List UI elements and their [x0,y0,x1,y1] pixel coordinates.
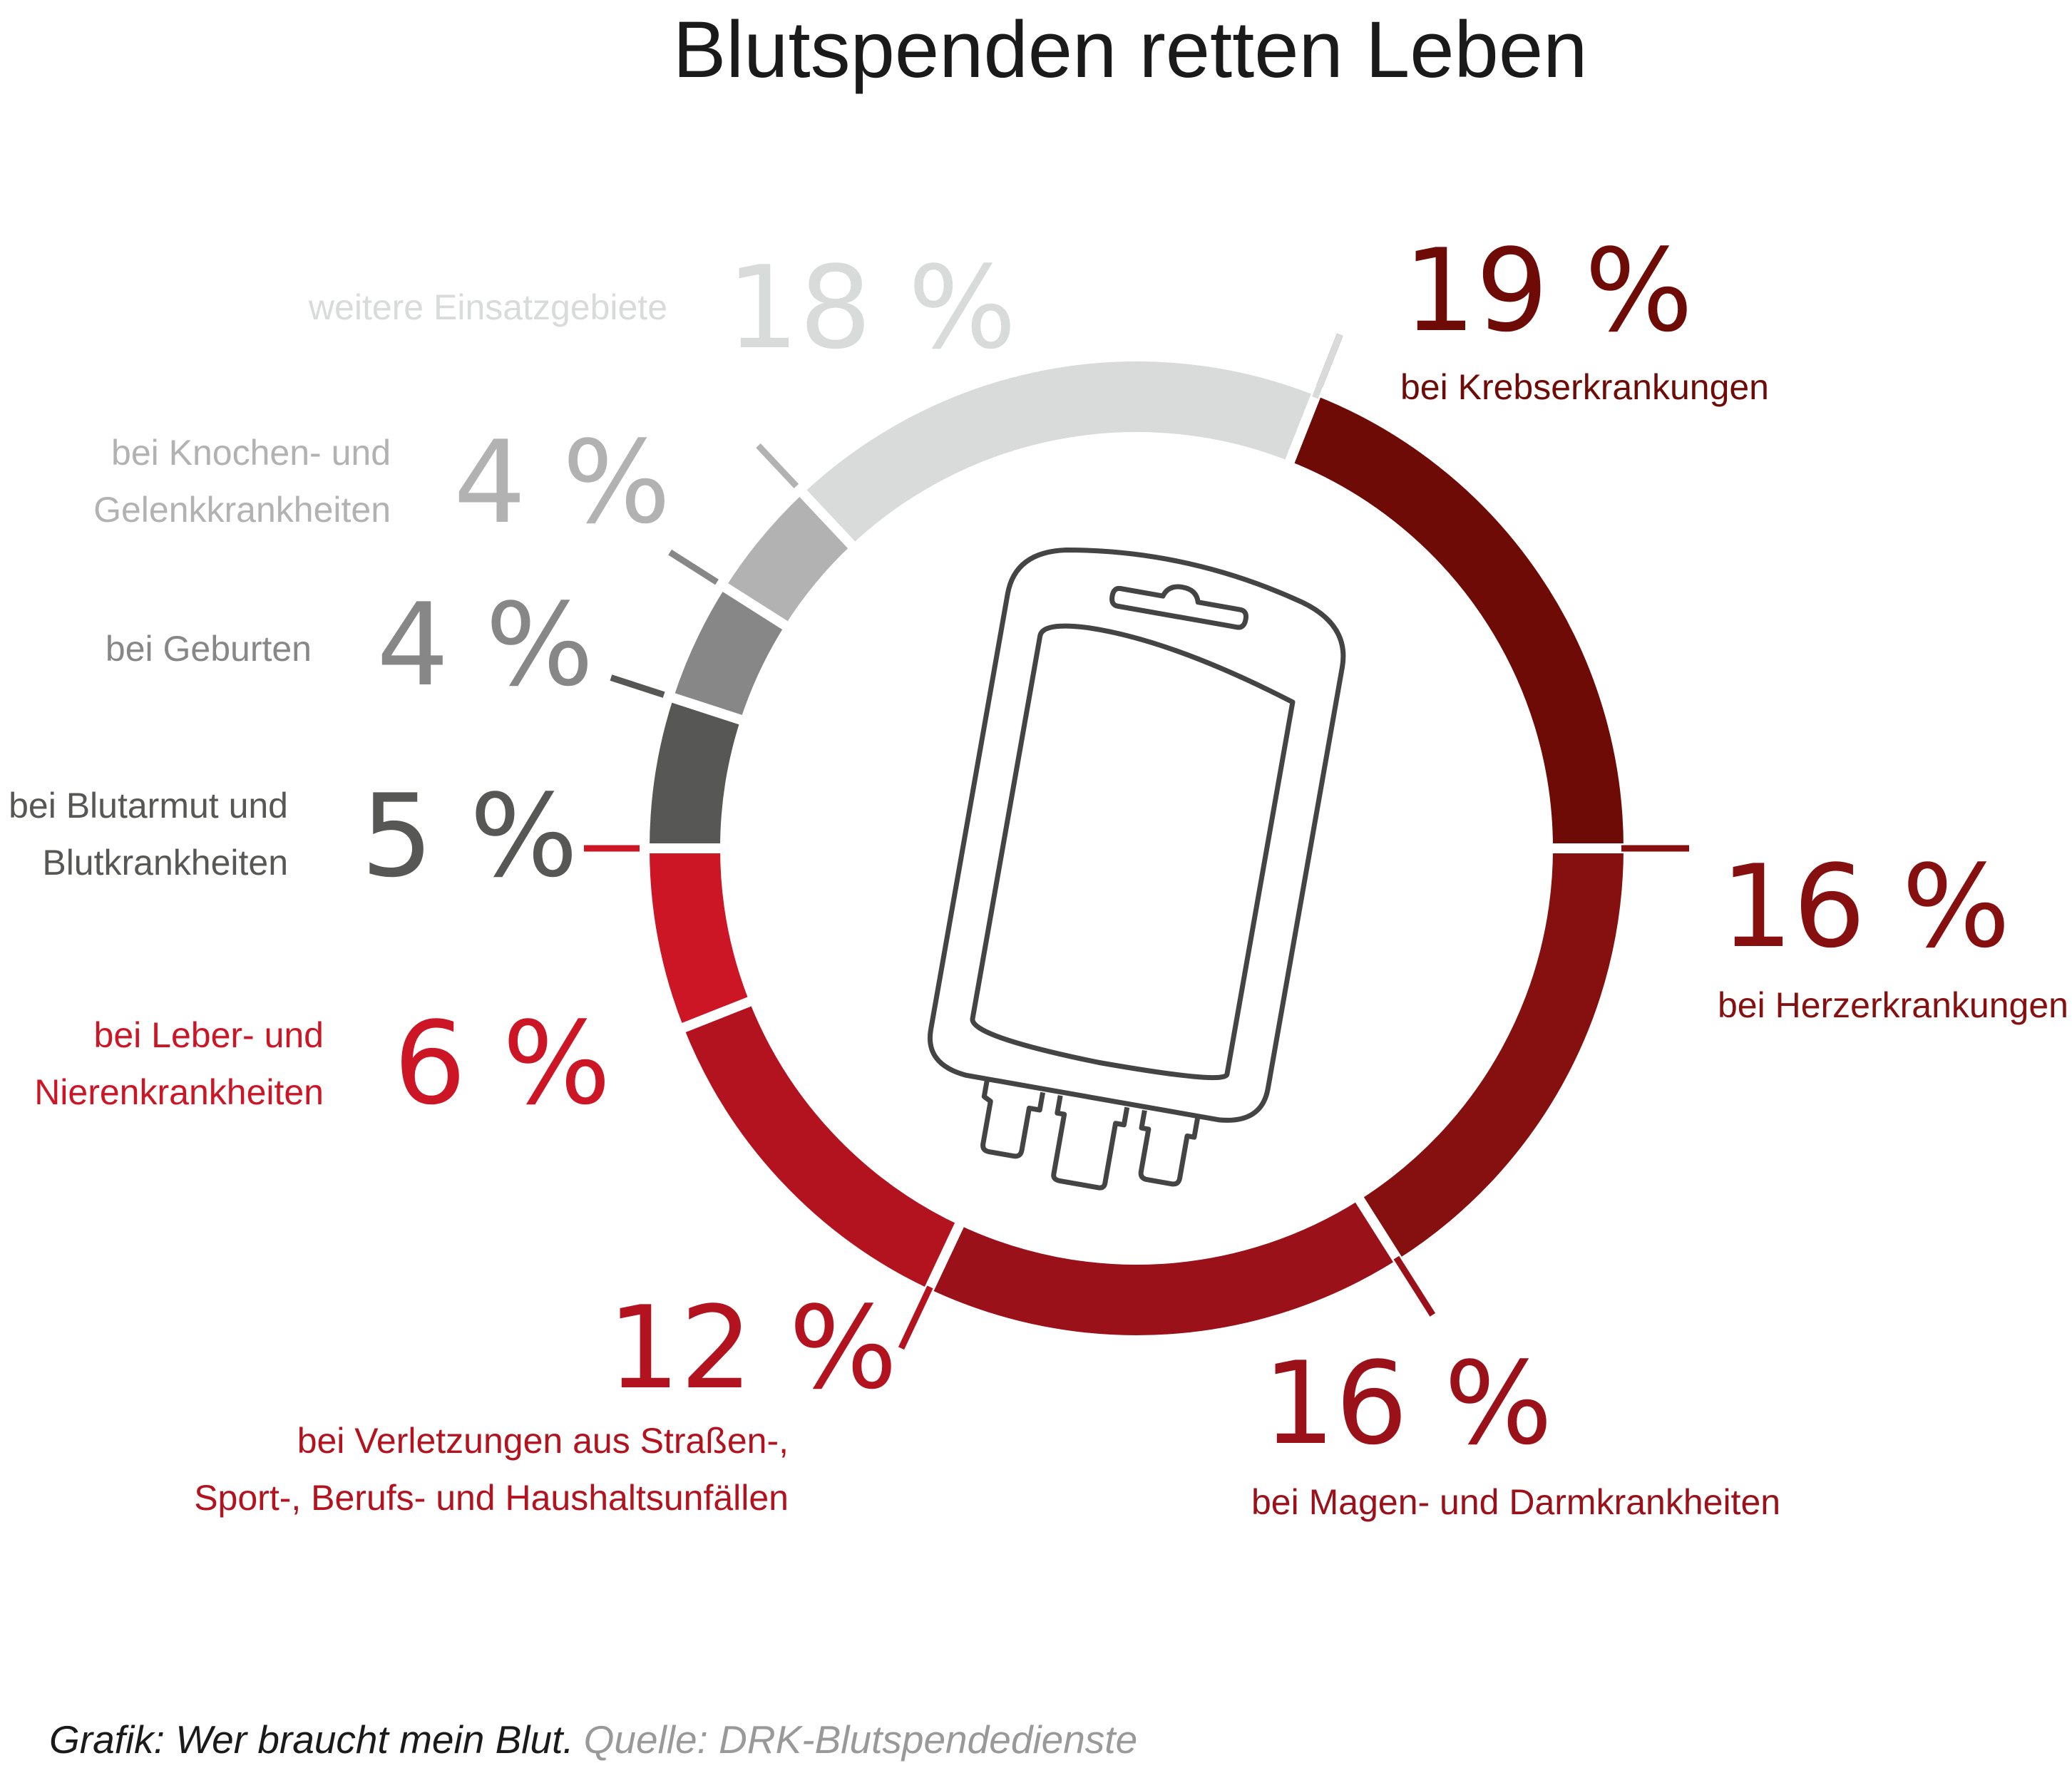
leader-line [1312,333,1343,399]
leader-line [898,1285,933,1350]
slice-category-label: bei Leber- und [94,1015,324,1055]
donut-segment [1281,384,1634,853]
slice-value-label: 16 % [1720,840,2010,973]
slice-category-label: Gelenkkrankheiten [93,490,391,530]
slice-category-label: bei Geburten [106,629,312,669]
donut-segment [920,1188,1407,1346]
slice-category-label: bei Krebserkrankungen [1400,367,1769,407]
slice-value-label: 18 % [727,241,1016,374]
donut-segment [672,993,968,1300]
donut-segment [1350,843,1634,1271]
slice-value-label: 4 % [376,578,594,711]
slice-labels: 19 % bei Krebserkrankungen 16 % bei Herzerk… [9,224,2068,1522]
slice-value-label: 5 % [361,769,578,903]
slice-category-label: Sport-, Berufs- und Haushaltsunfällen [194,1478,789,1518]
footer-source: Quelle: DRK-Blutspendedienste [584,1717,1138,1762]
blood-bag-icon [928,547,1346,1191]
chart-title: Blutspenden retten Leben [673,5,1588,94]
slice-category-label: Blutkrankheiten [42,843,288,883]
slice-value-label: 12 % [607,1281,897,1414]
slice-value-label: 4 % [453,416,671,549]
slice-category-label: bei Blutarmut und [9,786,288,826]
donut-segments [584,333,1689,1350]
slice-category-label: weitere Einsatzgebiete [308,287,667,327]
slice-category-label: Nierenkrankheiten [34,1072,324,1112]
slice-category-label: bei Knochen- und [111,433,391,473]
donut-segment [639,843,761,1037]
footer-credit: Grafik: Wer braucht mein Blut. [49,1717,574,1762]
leader-line [1393,1255,1436,1317]
footer: Grafik: Wer braucht mein Blut. Quelle: DR… [49,1717,1137,1762]
slice-value-label: 16 % [1263,1337,1552,1470]
slice-value-label: 19 % [1403,224,1693,357]
slice-category-label: bei Magen- und Darmkrankheiten [1251,1482,1780,1522]
slice-value-label: 6 % [394,997,611,1130]
slice-category-label: bei Verletzungen aus Straßen-, [297,1421,789,1461]
slice-category-label: bei Herzerkrankungen [1718,985,2068,1025]
donut-segment [792,351,1325,556]
